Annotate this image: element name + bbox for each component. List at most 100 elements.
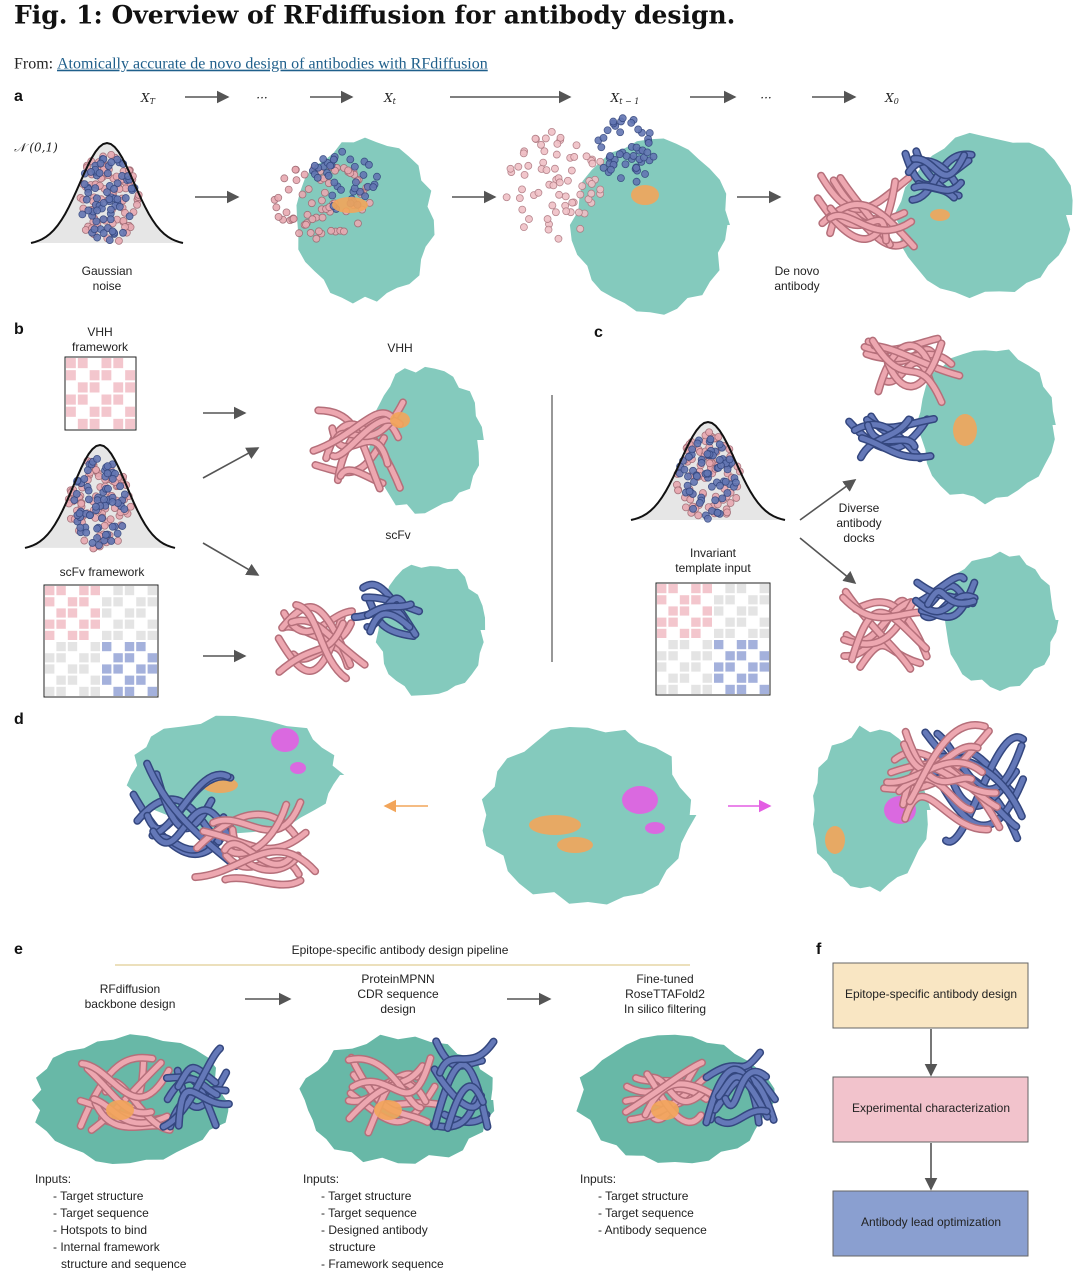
residue-bead: [518, 185, 526, 194]
residue-bead: [723, 508, 731, 517]
residue-bead: [703, 514, 712, 523]
matrix-cell: [679, 640, 690, 650]
arrow: [799, 479, 857, 521]
matrix-cell: [77, 358, 88, 369]
matrix-cell: [748, 628, 758, 638]
residue-bead: [292, 176, 301, 185]
residue-bead: [331, 166, 339, 175]
target-surface: [944, 551, 1059, 691]
arrow: [799, 537, 857, 585]
matrix-cell: [147, 686, 157, 696]
source-link[interactable]: Atomically accurate de novo design of an…: [57, 56, 488, 73]
residue-bead: [274, 213, 283, 221]
residue-bead: [120, 490, 129, 499]
matrix-cell: [90, 608, 100, 618]
residue-bead: [621, 160, 630, 169]
matrix-cell: [668, 673, 678, 683]
step-title: ProteinMPNN: [361, 972, 434, 986]
residue-bead: [282, 208, 291, 217]
pipeline-box: [832, 962, 1029, 1029]
ribbon: [176, 1089, 232, 1129]
residue-bead: [93, 524, 101, 533]
residue-bead: [564, 176, 572, 185]
matrix-cell: [679, 628, 690, 638]
input-item: - Framework sequence: [321, 1257, 444, 1271]
matrix-cell: [124, 586, 135, 596]
residue-bead: [85, 495, 93, 504]
matrix-cell: [736, 684, 747, 694]
matrix-cell: [668, 606, 678, 616]
matrix-cell: [102, 664, 112, 674]
residue-bead: [705, 428, 713, 437]
residue-bead: [344, 166, 353, 175]
input-item: - Target structure: [321, 1189, 412, 1203]
matrix-cell: [113, 418, 124, 429]
step-symbol: XT: [140, 91, 156, 107]
residue-bead: [695, 499, 704, 507]
matrix-cell: [136, 642, 146, 652]
ribbon: [896, 776, 974, 813]
residue-bead: [684, 472, 692, 481]
residue-bead: [327, 226, 335, 235]
ribbon: [192, 849, 318, 880]
residue-bead: [551, 164, 559, 173]
residue-bead: [121, 194, 130, 202]
matrix-cell: [124, 619, 135, 629]
residue-bead: [531, 134, 540, 143]
matrix-cell: [759, 628, 769, 638]
residue-bead: [106, 215, 115, 224]
matrix-cell: [124, 675, 135, 685]
matrix-cell: [691, 628, 701, 638]
epitope-patch: [332, 197, 368, 213]
step-main: X: [383, 91, 393, 105]
residue-bead: [328, 191, 337, 200]
matrix-cell: [113, 686, 123, 696]
residue-bead: [548, 201, 557, 210]
matrix-cell: [45, 630, 55, 640]
inputs-heading: Inputs:: [303, 1172, 339, 1186]
residue-bead: [524, 161, 533, 170]
matrix-cell: [657, 651, 667, 661]
residue-bead: [106, 205, 115, 214]
residue-bead: [555, 190, 564, 199]
matrix-cell: [725, 584, 735, 594]
matrix-cell: [113, 630, 123, 640]
residue-bead: [543, 215, 552, 223]
matrix-cell: [90, 586, 100, 596]
ribbon: [293, 602, 349, 681]
residue-bead: [104, 484, 112, 493]
pipeline-box: [832, 1076, 1029, 1143]
step-title: Fine-tuned: [636, 972, 693, 986]
arrow: [202, 447, 260, 479]
matrix-cell: [66, 358, 76, 369]
residue-bead: [108, 227, 117, 236]
residue-bead: [599, 133, 608, 142]
step-symbol: ···: [256, 91, 267, 105]
residue-bead: [361, 192, 369, 201]
matrix-cell: [714, 673, 724, 683]
gaussian-curve: [30, 141, 184, 244]
step-sub: T: [150, 97, 156, 106]
matrix-cell: [90, 686, 100, 696]
matrix-cell: [759, 584, 769, 594]
residue-bead: [116, 482, 125, 491]
matrix-cell: [759, 595, 769, 605]
residue-bead: [92, 217, 101, 226]
matrix-cell: [67, 608, 78, 618]
ribbon: [79, 1061, 172, 1100]
ribbon: [907, 722, 988, 804]
matrix-cell: [79, 630, 89, 640]
epitope-patch: [557, 837, 593, 853]
matrix-cell: [759, 684, 769, 694]
ribbon: [160, 1045, 223, 1130]
panel-label: e: [14, 941, 23, 958]
residue-bead: [103, 462, 112, 471]
residue-bead: [632, 177, 641, 186]
residue-bead: [120, 505, 129, 514]
step-main: ···: [760, 91, 771, 105]
residue-bead: [697, 459, 706, 467]
residue-bead: [549, 181, 558, 190]
step-main: X: [884, 91, 894, 105]
residue-bead: [706, 435, 715, 444]
input-item: - Internal framework: [53, 1240, 161, 1254]
